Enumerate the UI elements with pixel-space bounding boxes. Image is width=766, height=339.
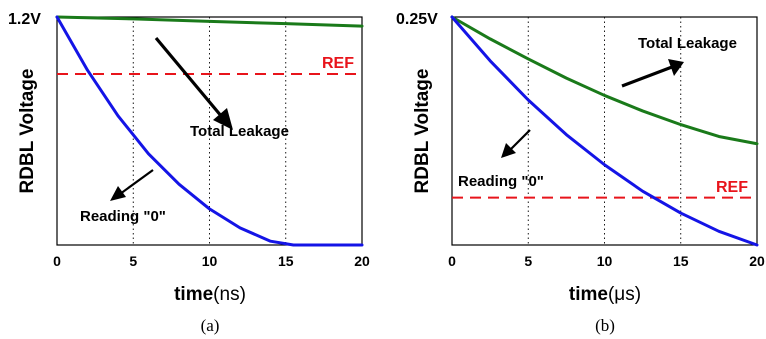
x-tick-label: 20	[354, 253, 370, 269]
y-top-label: 0.25V	[396, 11, 438, 28]
panel-label: (a)	[201, 316, 220, 335]
arrow-reading-0-shaft	[509, 129, 531, 151]
x-tick-label: 20	[749, 253, 765, 269]
panel-a: 1.2V RDBL Voltage 0 5 10 15 20 time(ns) (a) …	[8, 11, 370, 335]
series-line-leakage	[450, 15, 759, 146]
arrow-reading-0-shaft	[119, 169, 154, 195]
x-axis-label: time(μs)	[569, 284, 641, 305]
arrow-reading-0	[110, 169, 154, 201]
x-tick-label: 15	[673, 253, 689, 269]
x-tick-label: 10	[202, 253, 218, 269]
annotation-total-leakage: Total Leakage	[638, 35, 737, 52]
x-tick-label: 5	[524, 253, 532, 269]
panel-label: (b)	[595, 316, 615, 335]
series-group	[55, 15, 364, 247]
x-axis-label: time(ns)	[174, 284, 246, 305]
arrow-total-leakage-head	[668, 59, 684, 76]
x-tick-labels: 0 5 10 15 20	[53, 253, 370, 269]
x-tick-label: 10	[597, 253, 613, 269]
x-axis-label-unit: (μs)	[608, 284, 641, 305]
x-axis-label-main: time	[174, 284, 213, 305]
annotation-reading-0: Reading "0"	[80, 208, 166, 225]
panel-b: 0.25V RDBL Voltage 0 5 10 15 20 time(μs) (b)…	[396, 11, 765, 335]
x-tick-labels: 0 5 10 15 20	[448, 253, 765, 269]
arrow-reading-0-head	[501, 143, 516, 158]
arrow-total-leakage	[621, 59, 684, 88]
series-line-leakage	[55, 15, 364, 28]
x-axis-label-unit: (ns)	[213, 284, 246, 305]
x-axis-label-main: time	[569, 284, 608, 305]
series-line-reading	[450, 15, 759, 247]
y-axis-label: RDBL Voltage	[412, 69, 433, 194]
series-line-reading	[55, 15, 364, 247]
y-axis-label: RDBL Voltage	[17, 69, 38, 194]
x-tick-label: 5	[129, 253, 137, 269]
ref-label: REF	[716, 179, 748, 196]
arrow-total-leakage-shaft	[154, 36, 224, 119]
x-tick-label: 0	[53, 253, 61, 269]
annotation-reading-0: Reading "0"	[458, 173, 544, 190]
x-tick-label: 0	[448, 253, 456, 269]
x-tick-label: 15	[278, 253, 294, 269]
annotation-total-leakage: Total Leakage	[190, 123, 289, 140]
series-group	[450, 15, 759, 247]
arrow-total-leakage-head	[213, 108, 233, 130]
y-top-label: 1.2V	[8, 11, 41, 28]
arrow-total-leakage-shaft	[621, 65, 673, 88]
ref-label: REF	[322, 55, 354, 72]
arrow-reading-0-head	[110, 186, 126, 201]
arrow-total-leakage	[154, 36, 233, 130]
arrow-reading-0	[501, 129, 531, 158]
